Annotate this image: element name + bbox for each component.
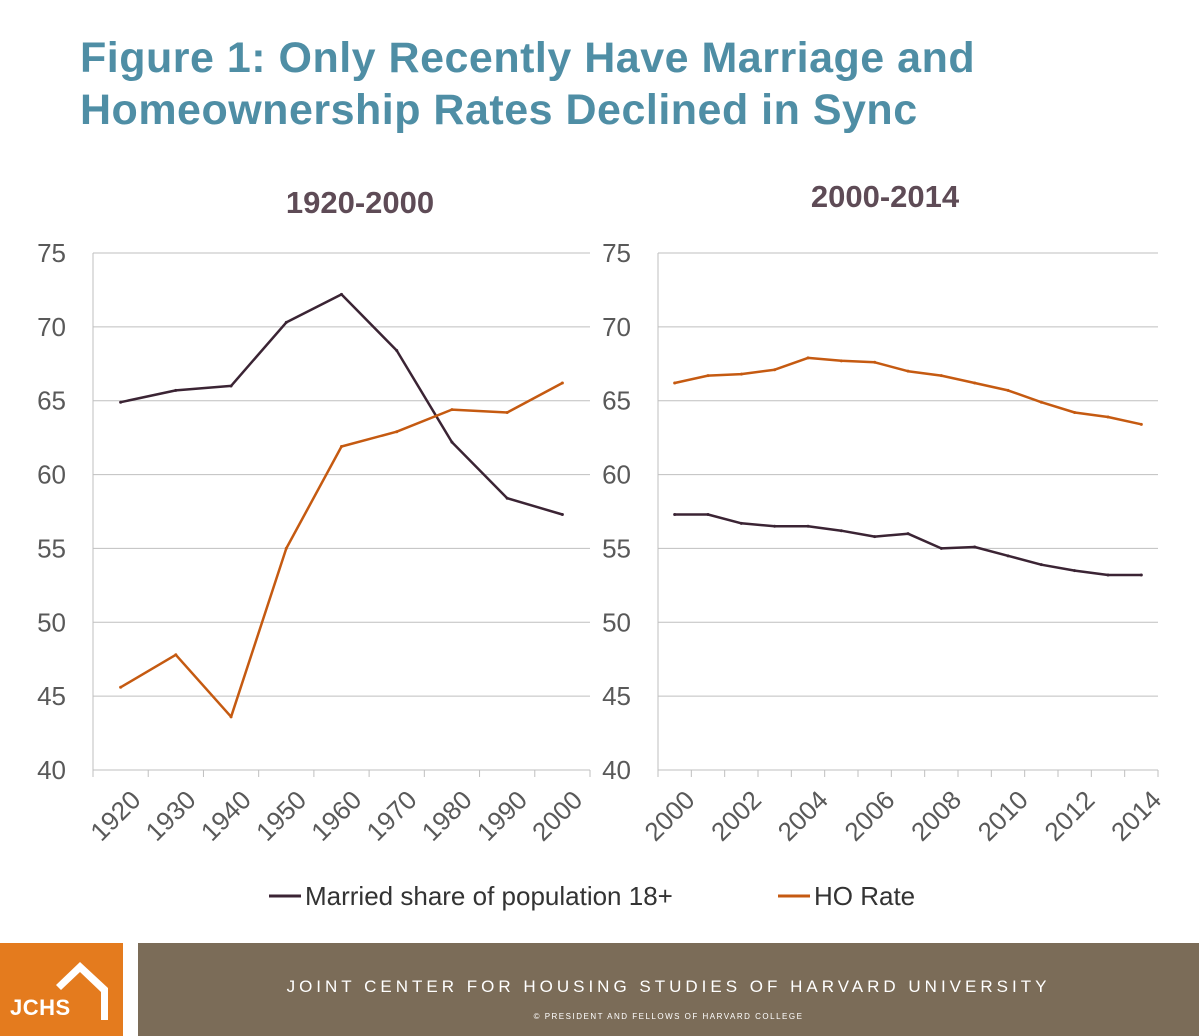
x-tick-label: 1960 bbox=[305, 785, 367, 847]
ho-rate-point bbox=[673, 381, 677, 385]
y-tick-label: 55 bbox=[37, 533, 66, 563]
chart: 1920-2000 40 45 50 55 60 65 70 75 192019301940195… bbox=[37, 179, 1167, 911]
x-tick-label: 1930 bbox=[140, 785, 202, 847]
ho-rate-point bbox=[450, 408, 454, 412]
y-tick-label: 40 bbox=[37, 755, 66, 785]
footer-copyright: © PRESIDENT AND FELLOWS OF HARVARD COLLE… bbox=[533, 1012, 804, 1021]
x-tick-label: 2002 bbox=[705, 785, 767, 847]
y-tick-label: 45 bbox=[37, 681, 66, 711]
ho-rate-point bbox=[739, 372, 743, 376]
ho-rate-point bbox=[773, 368, 777, 372]
ho-rate-point bbox=[806, 356, 810, 360]
x-tick-label: 2006 bbox=[838, 785, 900, 847]
house-roof-shape bbox=[56, 962, 108, 1020]
married-share-point bbox=[284, 320, 288, 324]
logo-text: JCHS bbox=[10, 995, 71, 1020]
y-tick-label: 50 bbox=[602, 607, 631, 637]
ho-rate-point bbox=[1106, 415, 1110, 419]
ho-rate-point bbox=[873, 360, 877, 364]
ho-rate-point bbox=[706, 374, 710, 378]
x-tick-label: 2012 bbox=[1038, 785, 1100, 847]
jchs-logo: JCHS bbox=[0, 943, 123, 1036]
married-share-point bbox=[340, 292, 343, 296]
ho-rate-point bbox=[340, 445, 343, 449]
x-tick-label: 1970 bbox=[360, 785, 422, 847]
married-share-point bbox=[673, 512, 677, 516]
y-tick-label: 55 bbox=[602, 533, 631, 563]
y-tick-label: 65 bbox=[37, 386, 66, 416]
ho-rate-point bbox=[229, 715, 233, 719]
married-share-point bbox=[739, 521, 743, 525]
footer-organization: JOINT CENTER FOR HOUSING STUDIES OF HARV… bbox=[286, 977, 1051, 996]
y-tick-label: 70 bbox=[37, 312, 66, 342]
ho-rate-point bbox=[560, 381, 564, 385]
y-tick-label: 75 bbox=[602, 238, 631, 268]
married-share-point bbox=[395, 348, 399, 352]
footer-bar: JOINT CENTER FOR HOUSING STUDIES OF HARV… bbox=[138, 943, 1199, 1036]
x-tick-label: 2014 bbox=[1105, 785, 1167, 847]
ho-rate-line bbox=[119, 381, 563, 719]
ho-rate-point bbox=[906, 369, 910, 373]
x-tick-label: 2004 bbox=[772, 785, 834, 847]
married-share-point bbox=[1106, 573, 1110, 577]
x-tick-label: 1950 bbox=[250, 785, 312, 847]
ho-rate-point bbox=[973, 381, 977, 385]
married-share-point bbox=[1006, 554, 1010, 558]
x-tick-label: 1980 bbox=[416, 785, 478, 847]
married-share-point bbox=[505, 496, 509, 500]
house-icon bbox=[56, 962, 108, 1020]
x-tick-label: 1920 bbox=[84, 785, 146, 847]
married-share-point bbox=[706, 512, 710, 516]
y-tick-label: 70 bbox=[602, 312, 631, 342]
ho-rate-point bbox=[1039, 400, 1043, 404]
ho-rate-point bbox=[1006, 388, 1010, 392]
panel-title: 1920-2000 bbox=[286, 185, 434, 220]
married-share-point bbox=[906, 532, 910, 536]
x-tick-label: 2000 bbox=[638, 785, 700, 847]
legend-married-label: Married share of population 18+ bbox=[305, 881, 673, 911]
married-share-point bbox=[174, 388, 178, 392]
y-tick-label: 45 bbox=[602, 681, 631, 711]
ho-rate-point bbox=[284, 546, 288, 550]
married-share-point bbox=[450, 440, 454, 444]
married-share-point bbox=[1073, 569, 1077, 573]
x-tick-label: 2010 bbox=[972, 785, 1034, 847]
married-share-point bbox=[560, 512, 564, 516]
y-tick-label: 60 bbox=[37, 460, 66, 490]
married-share-point bbox=[973, 545, 977, 549]
ho-rate-point bbox=[939, 374, 943, 378]
ho-rate-point bbox=[395, 430, 399, 434]
x-tick-label: 2008 bbox=[905, 785, 967, 847]
ho-rate-point bbox=[505, 411, 509, 415]
y-tick-label: 65 bbox=[602, 386, 631, 416]
figure-title: Figure 1: Only Recently Have Marriage an… bbox=[80, 34, 976, 134]
married-share-point bbox=[839, 529, 843, 533]
ho-rate-point bbox=[839, 359, 843, 363]
ho-rate-point bbox=[119, 685, 123, 689]
married-share-point bbox=[1039, 563, 1043, 567]
ho-rate-line bbox=[674, 356, 1142, 426]
ho-rate-point bbox=[1073, 411, 1077, 415]
x-tick-label: 1990 bbox=[471, 785, 533, 847]
x-tick-label: 2000 bbox=[526, 785, 588, 847]
ho-rate-point bbox=[1139, 422, 1143, 426]
married-share-point bbox=[229, 384, 233, 388]
married-share-point bbox=[806, 524, 810, 528]
married-share-point bbox=[773, 524, 777, 528]
x-tick-label: 1940 bbox=[195, 785, 257, 847]
y-tick-label: 60 bbox=[602, 460, 631, 490]
married-share-point bbox=[873, 535, 877, 539]
married-share-line bbox=[120, 293, 563, 516]
panel-title: 2000-2014 bbox=[811, 179, 960, 214]
married-share-line bbox=[674, 513, 1142, 577]
y-tick-label: 40 bbox=[602, 755, 631, 785]
ho-rate-point bbox=[174, 653, 178, 657]
married-share-point bbox=[119, 400, 123, 404]
married-share-point bbox=[1139, 573, 1143, 577]
legend-ho-label: HO Rate bbox=[814, 881, 915, 911]
married-share-point bbox=[939, 546, 943, 550]
y-tick-label: 75 bbox=[37, 238, 66, 268]
y-tick-label: 50 bbox=[37, 607, 66, 637]
